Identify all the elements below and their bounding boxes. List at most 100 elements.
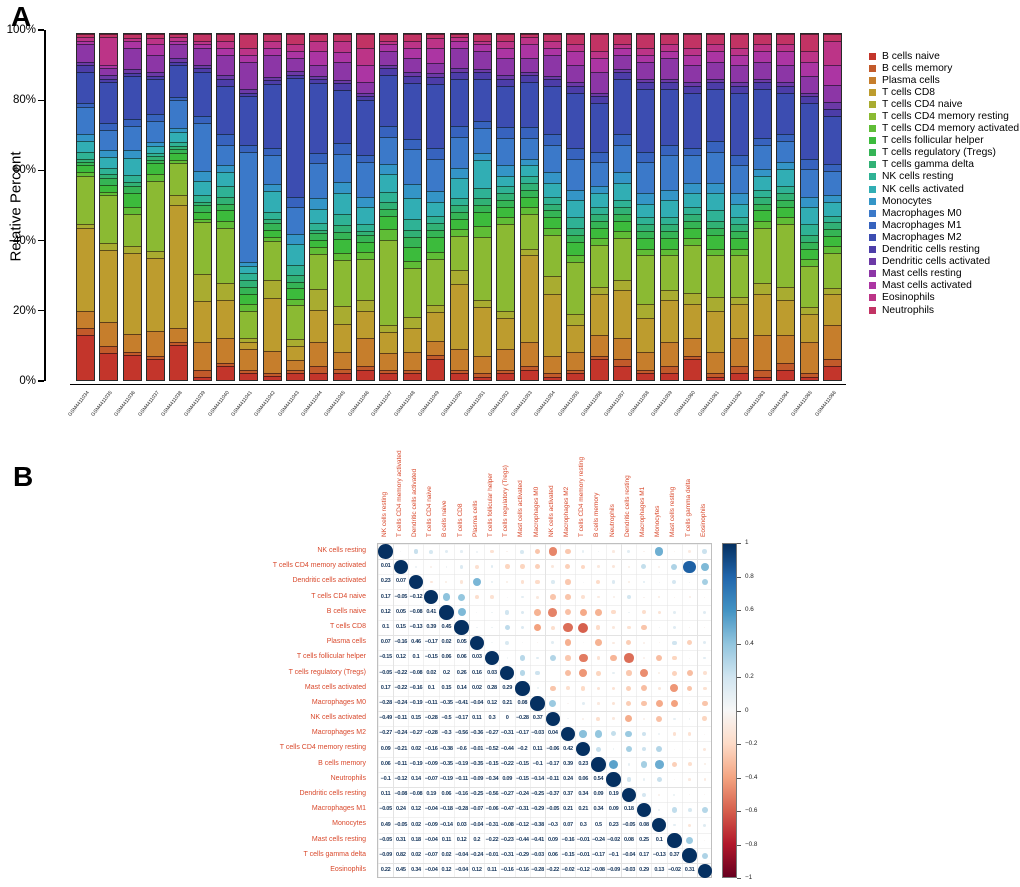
bar-segment <box>170 152 188 160</box>
bar-segment <box>193 171 211 182</box>
corr-circle <box>520 625 525 630</box>
corr-circle <box>533 623 542 632</box>
corr-circle <box>697 863 713 879</box>
corr-value: 0.1 <box>655 836 663 843</box>
bar-segment <box>357 65 375 83</box>
bar-segment <box>450 78 468 127</box>
corr-value: −0.02 <box>668 867 681 874</box>
bar-segment <box>637 54 655 62</box>
corr-circle <box>688 823 692 827</box>
corr-value: 0.12 <box>456 836 467 843</box>
bar-segment <box>240 34 258 48</box>
bar-segment <box>567 200 585 218</box>
corr-value: 0.08 <box>623 836 634 843</box>
corr-col-label: NK cells activated <box>547 485 555 537</box>
bar-segment <box>800 75 818 93</box>
legend: B cells naive B cells memory Plasma cells T… <box>869 50 1019 316</box>
bar-segment <box>543 355 561 374</box>
corr-value: −0.38 <box>531 821 544 828</box>
corr-circle <box>595 746 601 752</box>
corr-value: −0.24 <box>394 700 408 706</box>
bar-segment <box>753 33 771 45</box>
corr-col-label: Macrophages M0 <box>532 486 540 537</box>
corr-circle <box>612 672 615 675</box>
bar-segment <box>310 254 328 290</box>
corr-value: 0.18 <box>623 806 634 813</box>
corr-circle <box>536 642 539 644</box>
bar-segment <box>77 224 94 228</box>
corr-value: −0.23 <box>500 836 514 843</box>
bar-segment <box>217 33 235 41</box>
colorbar-tick-mark <box>737 543 741 544</box>
corr-value: −0.31 <box>516 806 529 813</box>
bar-segment <box>147 331 165 356</box>
corr-value: 0.12 <box>395 654 406 661</box>
bar-segment <box>193 47 211 65</box>
corr-value: −0.21 <box>394 745 408 752</box>
bar-segment <box>567 314 585 325</box>
corr-value: 0.3 <box>579 821 587 828</box>
corr-circle <box>671 761 677 767</box>
colorbar-tick-mark <box>737 844 741 846</box>
corr-circle <box>704 733 706 735</box>
corr-circle <box>578 622 589 633</box>
legend-swatch <box>869 88 876 96</box>
bar-segment <box>613 338 631 360</box>
corr-circle <box>549 655 556 661</box>
bar-segment <box>217 85 235 135</box>
bar-segment <box>473 205 491 213</box>
bar-segment <box>660 255 678 291</box>
bar-segment <box>637 151 655 162</box>
corr-value: 0.02 <box>441 639 452 646</box>
bar-segment <box>730 231 748 239</box>
corr-value: −0.19 <box>409 700 423 706</box>
y-tick-mark <box>38 29 44 31</box>
legend-swatch <box>869 233 876 241</box>
bar-segment <box>660 373 678 380</box>
corr-col-label: Macrophages M2 <box>563 486 570 537</box>
bar-segment <box>777 193 795 201</box>
bar-segment <box>100 33 118 38</box>
corr-value: −0.1 <box>532 760 543 767</box>
bar-segment <box>217 40 235 48</box>
bar-segment <box>193 68 211 72</box>
bar-segment <box>637 33 655 48</box>
corr-value: 0.12 <box>471 867 482 874</box>
bar-segment <box>450 167 468 178</box>
bar-segment <box>520 75 538 83</box>
bar-segment <box>613 279 631 291</box>
corr-value: 0.19 <box>608 791 619 798</box>
corr-circle <box>597 550 600 553</box>
stacked-bar <box>706 33 726 381</box>
corr-value: 0.24 <box>563 776 573 782</box>
bar-segment <box>543 196 561 204</box>
corr-value: −0.09 <box>424 760 438 767</box>
bar-segment <box>193 219 211 223</box>
bar-segment <box>427 201 445 216</box>
bar-segment <box>310 233 328 241</box>
bar-segment <box>263 183 281 191</box>
corr-circle <box>579 730 587 738</box>
bar-segment <box>730 33 748 48</box>
corr-circle <box>657 686 661 690</box>
bar-segment <box>287 57 305 72</box>
corr-circle <box>550 625 555 630</box>
corr-circle <box>579 669 588 678</box>
bar-segment <box>217 196 235 204</box>
corr-value: −0.12 <box>394 776 408 782</box>
bar-segment <box>193 40 211 45</box>
corr-value: 0.09 <box>593 791 604 798</box>
stacked-bar <box>823 33 842 381</box>
corr-circle <box>413 549 419 555</box>
bar-segment <box>450 136 468 168</box>
bar-segment <box>287 264 305 275</box>
corr-circle <box>476 626 478 629</box>
corr-value: −0.47 <box>500 806 514 813</box>
bar-segment <box>240 61 258 90</box>
bar-segment <box>357 300 375 311</box>
bar-segment <box>613 72 631 79</box>
corr-value: 0.05 <box>456 639 467 646</box>
corr-circle <box>688 550 691 553</box>
corr-value: 0.11 <box>472 715 482 722</box>
bar-segment <box>403 327 421 353</box>
